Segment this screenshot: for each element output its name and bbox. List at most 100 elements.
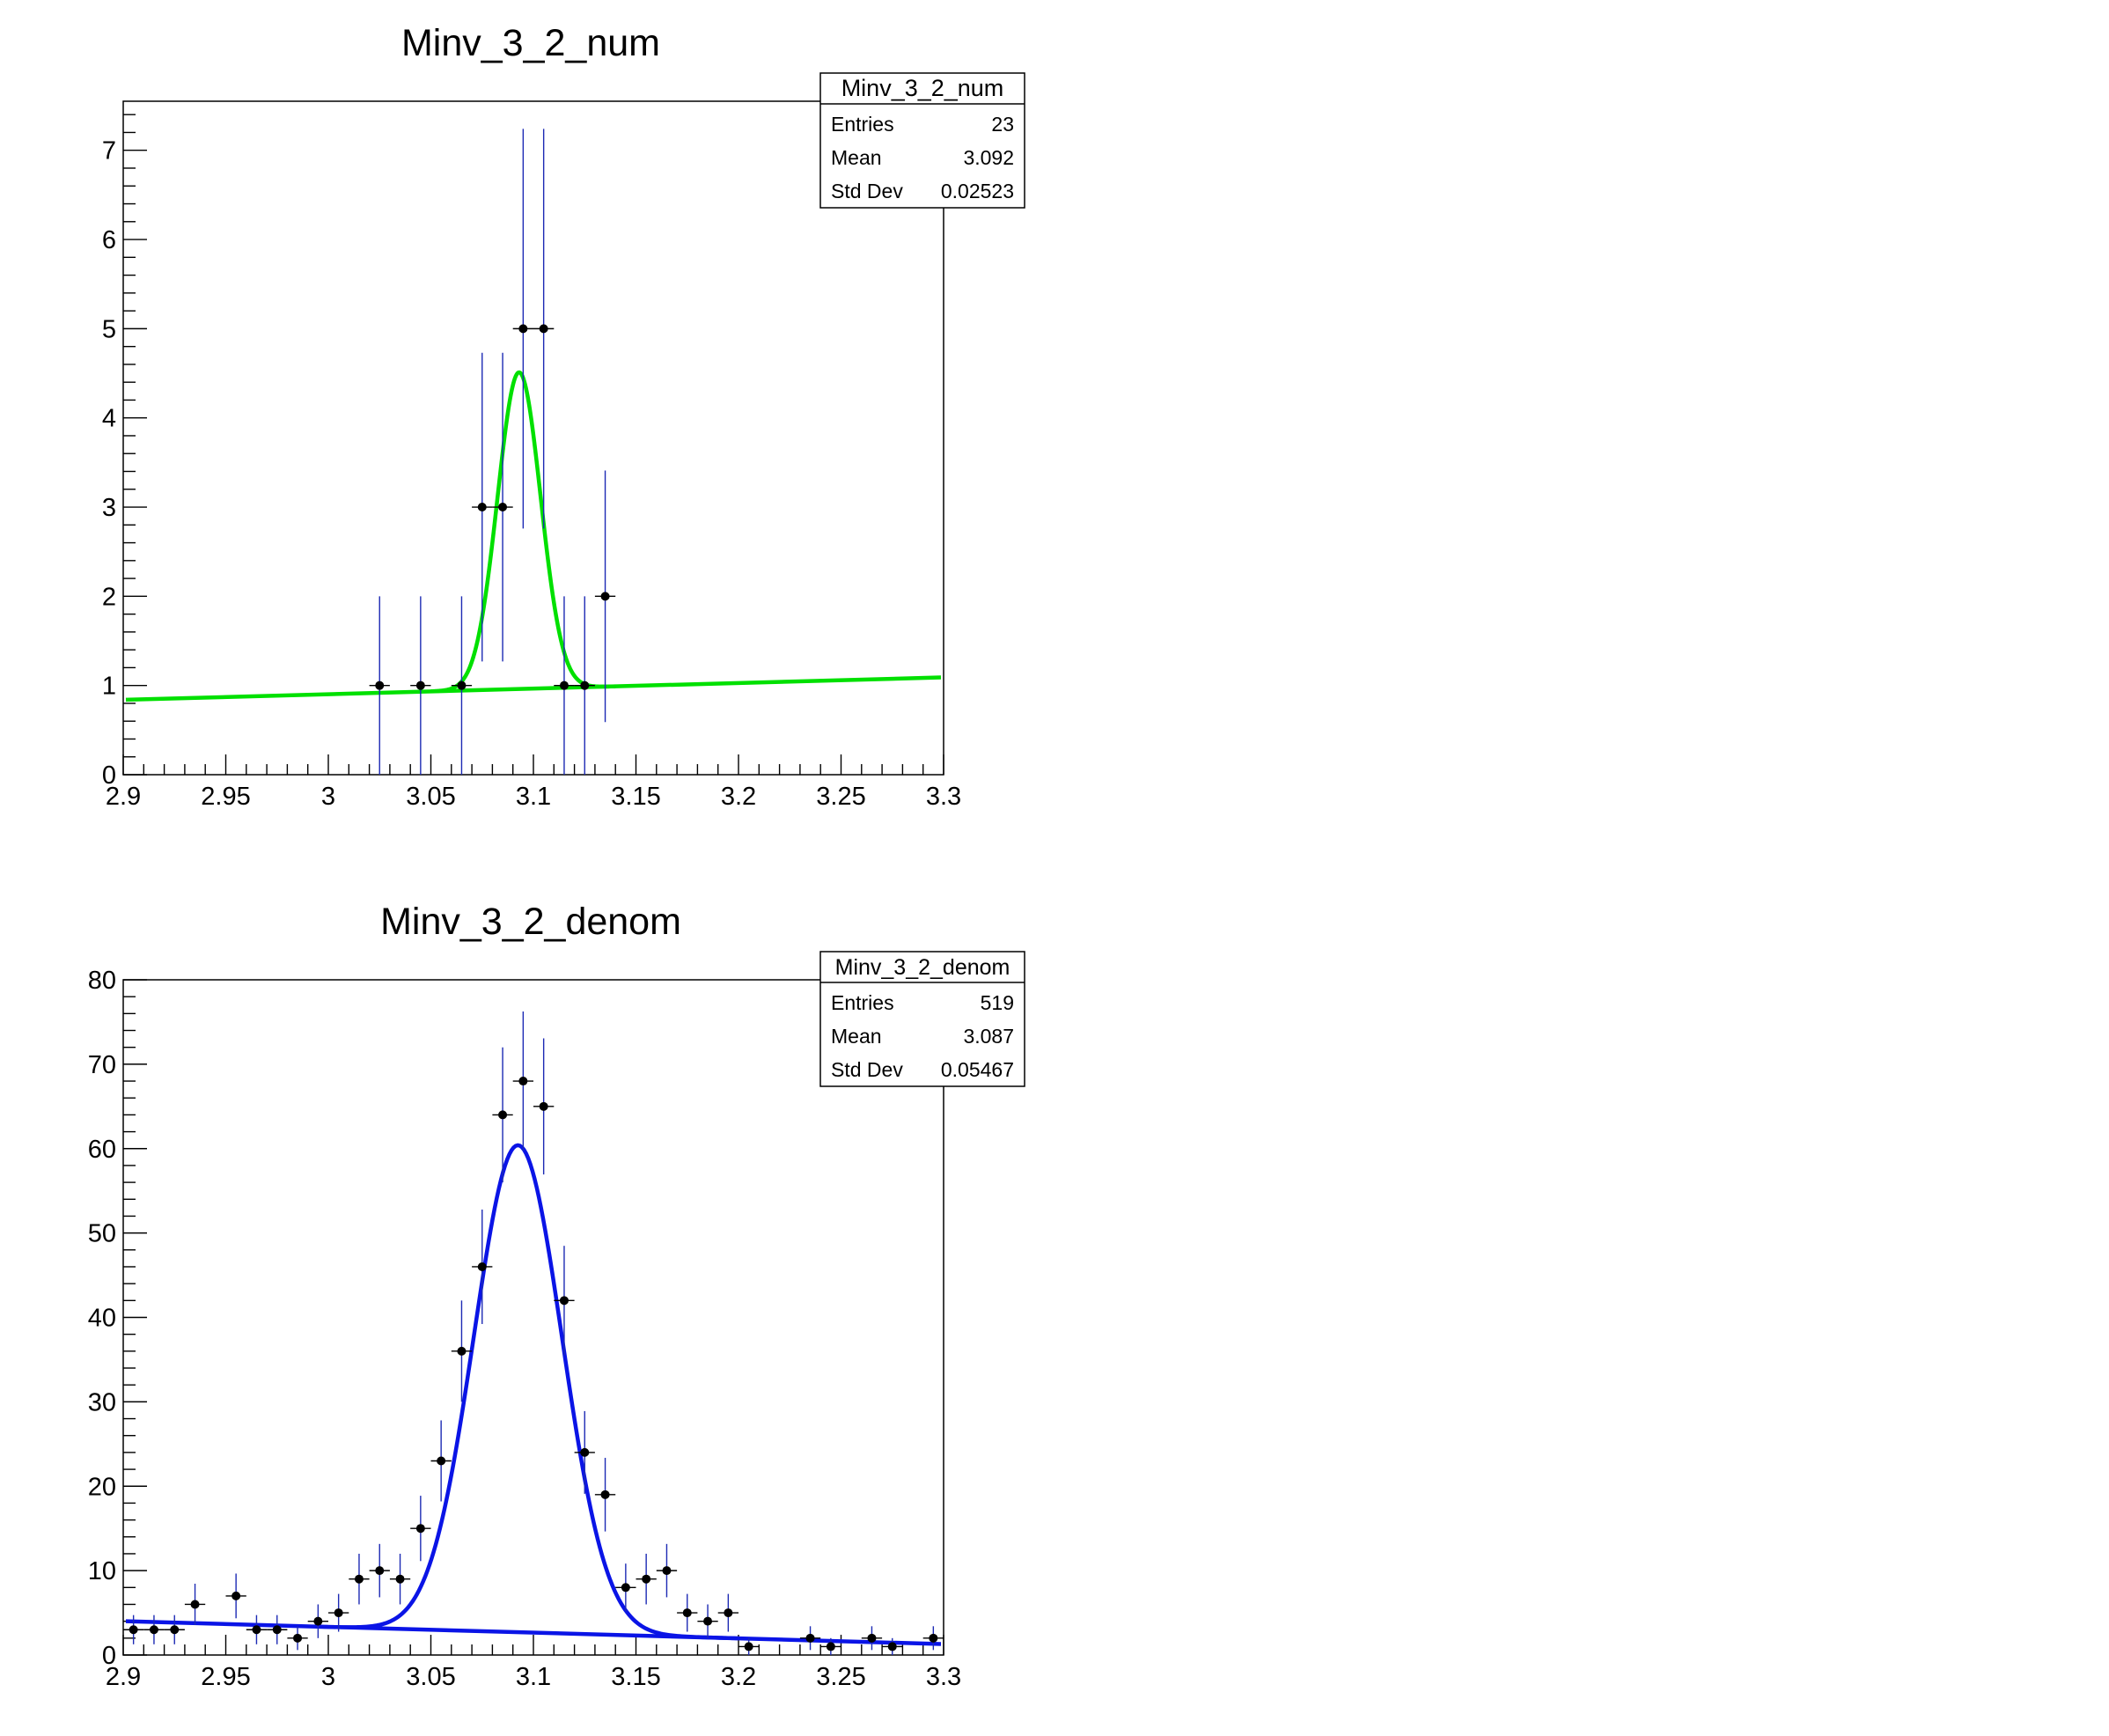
point-marker	[580, 1447, 590, 1457]
x-axis-tick-labels: 2.9 2.95 3 3.05 3.1 3.15 3.2 3.25 3.3	[106, 1663, 961, 1691]
point-marker	[539, 324, 548, 334]
x-tick-label: 3.1	[516, 1663, 551, 1691]
point-marker	[252, 1625, 261, 1635]
data-point	[656, 1543, 678, 1598]
axis-ticks	[122, 114, 944, 776]
data-point	[820, 1637, 841, 1655]
x-tick-label: 2.9	[106, 1663, 141, 1691]
point-marker	[887, 1642, 897, 1651]
data-point	[267, 1615, 288, 1644]
data-point	[922, 1626, 944, 1651]
point-marker	[867, 1633, 877, 1643]
y-tick-label: 60	[88, 1136, 116, 1164]
point-marker	[642, 1574, 651, 1584]
data-point	[717, 1593, 739, 1632]
data-point	[246, 1615, 268, 1644]
data-point	[328, 1593, 349, 1632]
x-tick-label: 3	[321, 1663, 335, 1691]
y-tick-label: 10	[88, 1557, 116, 1585]
data-point	[369, 596, 390, 775]
point-marker	[313, 1616, 323, 1626]
stats-title: Minv_3_2_denom	[835, 955, 1010, 980]
point-marker	[293, 1633, 303, 1643]
point-marker	[703, 1616, 713, 1626]
data-point	[533, 1038, 555, 1175]
point-marker	[518, 324, 528, 334]
point-marker	[190, 1600, 200, 1609]
y-tick-label: 20	[88, 1473, 116, 1501]
y-tick-label: 5	[102, 315, 116, 343]
data-point	[554, 1246, 575, 1356]
data-point	[184, 1583, 206, 1625]
data-point	[123, 1615, 144, 1644]
stats-mean-label: Mean	[831, 146, 882, 169]
point-marker	[805, 1633, 815, 1643]
point-marker	[600, 592, 610, 601]
point-marker	[744, 1642, 753, 1651]
stats-entries-label: Entries	[831, 991, 894, 1014]
stats-entries-value: 23	[991, 113, 1014, 136]
data-point	[574, 1410, 595, 1494]
signal-fit-curve	[318, 1143, 739, 1641]
y-tick-label: 80	[88, 967, 116, 995]
stats-stddev-label: Std Dev	[831, 1058, 903, 1081]
data-point	[225, 1573, 246, 1619]
axis-ticks	[122, 979, 944, 1656]
point-marker	[559, 1296, 569, 1306]
data-point	[799, 1626, 821, 1651]
x-tick-label: 2.9	[106, 783, 141, 811]
point-marker	[929, 1633, 938, 1643]
point-marker	[539, 1101, 548, 1111]
fit-curves	[125, 1143, 942, 1646]
data-point	[574, 596, 595, 775]
y-tick-label: 7	[102, 137, 116, 166]
point-marker	[334, 1608, 343, 1618]
data-point	[389, 1553, 411, 1605]
data-point	[594, 1458, 616, 1532]
y-tick-label: 70	[88, 1051, 116, 1079]
point-marker	[415, 1524, 425, 1534]
point-marker	[498, 503, 508, 512]
point-marker	[477, 1262, 487, 1271]
data-point	[492, 1047, 513, 1183]
chart-panel-num: Minv_3_2_num 2.9 2.95 3 3.05 3.1 3.15 3.2 3.25 3…	[102, 22, 1025, 811]
chart-title: Minv_3_2_denom	[380, 901, 681, 943]
fit-curves	[125, 370, 942, 702]
point-marker	[375, 1566, 385, 1576]
y-tick-label: 6	[102, 226, 116, 254]
data-point	[143, 1615, 165, 1644]
y-axis-tick-labels: 0 1 2 3 4 5 6 7	[102, 137, 116, 790]
y-tick-label: 1	[102, 673, 116, 701]
point-marker	[354, 1574, 364, 1584]
point-marker	[457, 1346, 467, 1356]
stats-box: Minv_3_2_denom Entries 519 Mean 3.087 St…	[819, 951, 1025, 1087]
point-marker	[395, 1574, 405, 1584]
background-fit-line	[125, 1619, 942, 1646]
x-tick-label: 3.2	[721, 783, 756, 811]
x-tick-label: 3.3	[926, 1663, 961, 1691]
x-tick-label: 3.05	[406, 783, 455, 811]
point-marker	[477, 503, 487, 512]
data-point	[697, 1604, 718, 1638]
data-point	[430, 1420, 452, 1502]
stats-entries-label: Entries	[831, 113, 894, 136]
point-marker	[437, 1456, 446, 1466]
data-point	[410, 1496, 431, 1562]
stats-box: Minv_3_2_num Entries 23 Mean 3.092 Std D…	[819, 72, 1025, 209]
point-marker	[600, 1490, 610, 1499]
data-points	[369, 129, 616, 775]
stats-mean-value: 3.087	[963, 1025, 1014, 1048]
data-point	[861, 1626, 883, 1651]
stats-title: Minv_3_2_num	[841, 75, 1004, 101]
point-marker	[129, 1625, 138, 1635]
x-tick-label: 3.15	[611, 1663, 660, 1691]
y-tick-label: 0	[102, 1642, 116, 1670]
data-point	[307, 1604, 328, 1638]
point-marker	[724, 1608, 733, 1618]
data-point	[512, 1011, 533, 1151]
x-tick-label: 3.15	[611, 783, 660, 811]
data-point	[451, 1300, 473, 1402]
chart-panel-denom: Minv_3_2_denom 2.9 2.95 3 3.05 3.1 3.15 3.2 3.2…	[88, 901, 1025, 1691]
x-tick-label: 3.25	[816, 1663, 865, 1691]
data-point	[349, 1553, 370, 1605]
